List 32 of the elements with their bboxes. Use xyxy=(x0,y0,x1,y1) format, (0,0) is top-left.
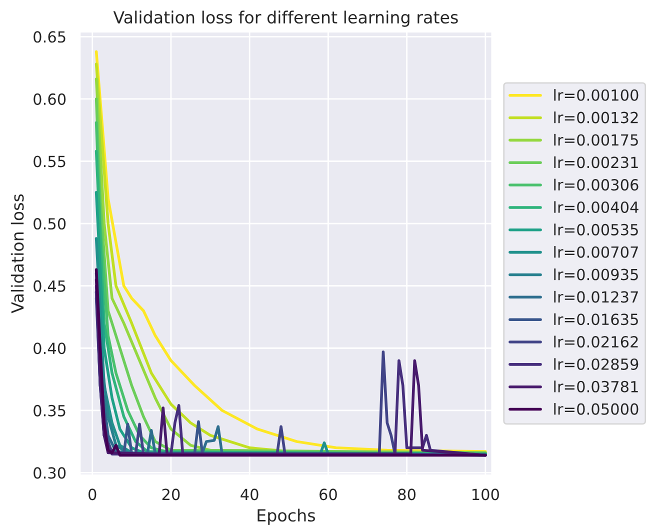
legend-label: lr=0.02162 xyxy=(554,336,638,348)
y-tick-label: 0.60 xyxy=(34,93,66,105)
legend-label: lr=0.02859 xyxy=(554,358,638,370)
legend-label: lr=0.00404 xyxy=(554,201,638,214)
chart-title: Validation loss for different learning rates xyxy=(113,10,458,27)
legend-label: lr=0.00535 xyxy=(554,224,638,236)
legend-label: lr=0.01237 xyxy=(554,290,638,303)
y-axis-title: Validation loss xyxy=(10,194,24,314)
x-tick-label: 0 xyxy=(88,488,96,500)
legend-label: lr=0.00707 xyxy=(554,246,638,258)
y-tick-label: 0.45 xyxy=(34,280,66,292)
y-tick-label: 0.65 xyxy=(34,31,66,43)
legend-label: lr=0.00231 xyxy=(554,156,638,168)
y-tick-label: 0.35 xyxy=(34,404,66,416)
legend-label: lr=0.00175 xyxy=(554,134,638,146)
y-tick-label: 0.50 xyxy=(34,218,66,230)
legend-label: lr=0.00100 xyxy=(554,89,638,101)
x-tick-label: 100 xyxy=(472,488,499,500)
y-tick-label: 0.30 xyxy=(34,467,66,479)
x-axis-title: Epochs xyxy=(258,508,315,525)
x-tick-label: 40 xyxy=(240,488,258,500)
legend-label: lr=0.00935 xyxy=(554,268,638,280)
y-tick-label: 0.40 xyxy=(34,342,66,354)
x-tick-label: 20 xyxy=(162,488,180,500)
legend-label: lr=0.00132 xyxy=(554,112,638,124)
legend-label: lr=0.03781 xyxy=(554,380,638,392)
legend-label: lr=0.01635 xyxy=(554,313,638,326)
y-tick-label: 0.55 xyxy=(34,156,66,168)
legend-label: lr=0.05000 xyxy=(554,403,638,415)
x-tick-label: 80 xyxy=(398,488,416,500)
x-tick-label: 60 xyxy=(320,488,337,500)
legend-label: lr=0.00306 xyxy=(554,178,638,191)
